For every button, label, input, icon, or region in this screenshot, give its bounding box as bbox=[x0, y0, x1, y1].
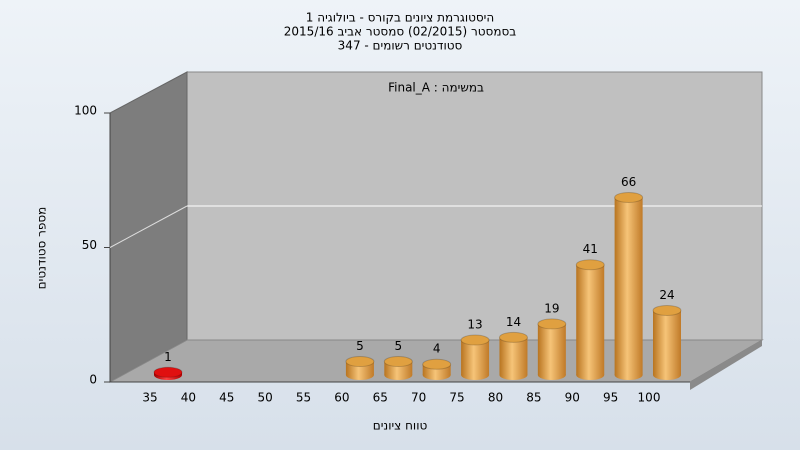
bar-top bbox=[652, 304, 682, 316]
bar-top bbox=[383, 356, 413, 368]
x-tick-label: 80 bbox=[488, 391, 503, 405]
x-tick-label: 40 bbox=[181, 391, 196, 405]
bar-top bbox=[153, 366, 183, 378]
value-label: 66 bbox=[621, 175, 636, 189]
bar bbox=[653, 310, 681, 375]
bar-top bbox=[460, 334, 490, 346]
value-label: 24 bbox=[659, 288, 674, 302]
grid-line bbox=[109, 205, 188, 248]
value-label: 41 bbox=[583, 242, 598, 256]
bar bbox=[576, 264, 605, 375]
bar bbox=[614, 197, 643, 375]
y-tick-label: 100 bbox=[74, 104, 97, 118]
x-axis-title: טווח ציונים bbox=[373, 419, 428, 433]
annotation: Final_A : במשימה bbox=[388, 81, 484, 95]
x-tick-label: 65 bbox=[373, 391, 388, 405]
bar-top bbox=[498, 331, 528, 343]
title: היסטוגרמת ציונים בקורס - ביולוגיה 1בסמסט… bbox=[284, 11, 516, 53]
value-label: 1 bbox=[164, 350, 172, 364]
bar-top bbox=[614, 191, 644, 203]
y-axis-title: מספר סטודנטים bbox=[35, 207, 49, 290]
value-label: 4 bbox=[433, 342, 441, 356]
bar-top bbox=[537, 318, 567, 330]
floor-edge bbox=[690, 340, 762, 390]
x-tick-label: 55 bbox=[296, 391, 311, 405]
bar bbox=[422, 364, 451, 375]
bar bbox=[537, 323, 566, 375]
title-line: בסמסטר (02/2015) סמסטר אביב 2015/16 bbox=[284, 25, 516, 39]
value-label: 5 bbox=[356, 339, 364, 353]
title-line: היסטוגרמת ציונים בקורס - ביולוגיה 1 bbox=[306, 11, 494, 25]
x-tick-label: 50 bbox=[258, 391, 273, 405]
x-tick-label: 85 bbox=[526, 391, 541, 405]
x-tick-label: 95 bbox=[603, 391, 618, 405]
x-tick-label: 100 bbox=[638, 391, 661, 405]
value-label: 14 bbox=[506, 315, 521, 329]
bar bbox=[461, 340, 490, 375]
x-tick-label: 45 bbox=[219, 391, 234, 405]
x-tick-label: 70 bbox=[411, 391, 426, 405]
y-tick-label: 0 bbox=[89, 373, 97, 387]
bar-top bbox=[345, 356, 375, 368]
bar bbox=[499, 337, 528, 375]
y-tick-label: 50 bbox=[82, 238, 97, 252]
x-tick-label: 75 bbox=[449, 391, 464, 405]
value-label: 5 bbox=[394, 339, 402, 353]
bar-top bbox=[422, 358, 452, 370]
title-line: 347 - סטודנטים רשומים bbox=[338, 39, 463, 53]
value-label: 13 bbox=[467, 318, 482, 332]
value-label: 19 bbox=[544, 301, 559, 315]
x-tick-label: 90 bbox=[565, 391, 580, 405]
bar-top bbox=[575, 259, 605, 271]
x-tick-label: 60 bbox=[334, 391, 349, 405]
x-tick-label: 35 bbox=[142, 391, 157, 405]
